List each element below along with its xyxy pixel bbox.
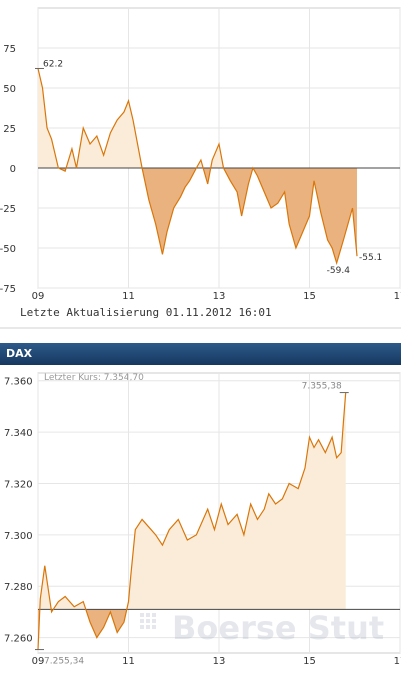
y-tick-label: 7.340 [4, 428, 33, 439]
series-line [37, 392, 347, 650]
y-tick-label: 50 [3, 84, 16, 95]
area-above-baseline [126, 392, 346, 610]
y-tick-label: 75 [3, 44, 16, 55]
x-tick-label: 17 [394, 291, 401, 302]
y-tick-label: 7.280 [4, 582, 33, 593]
area-below-baseline [203, 168, 211, 184]
change-chart-svg: 09 11 13 15 17 75 50 25 0 -25 -50 -75 62.2 -59.4 -55.… [0, 7, 401, 329]
x-tick-label: 09 [32, 291, 45, 302]
y-tick-label: -50 [0, 244, 16, 255]
y-tick-label: -25 [0, 204, 16, 215]
series-line [37, 68, 358, 266]
min-value-label: -59.4 [327, 266, 351, 276]
watermark: Boerse Stut [140, 609, 384, 647]
price-chart-svg: Letzter Kurs: 7.354,70 09 11 13 15 17 7.260 7.… [4, 372, 401, 667]
x-tick-label: 11 [122, 291, 135, 302]
y-tick-label: 7.300 [4, 531, 33, 542]
intraday-change-chart: 09 11 13 15 17 75 50 25 0 -25 -50 -75 62.2 -59.4 -55.… [0, 0, 401, 330]
y-tick-label: 25 [3, 124, 16, 135]
area-above-baseline [39, 565, 52, 610]
max-value-label: 7.355,38 [302, 382, 342, 392]
y-tick-label: 7.360 [4, 377, 33, 388]
watermark-text: Boerse Stut [172, 609, 384, 647]
last-value-label: -55.1 [359, 253, 382, 263]
y-tick-label: 7.260 [4, 634, 33, 645]
area-above-baseline [66, 100, 143, 168]
x-tick-label: 09 [32, 656, 45, 667]
y-tick-label: 7.320 [4, 479, 33, 490]
index-header: DAX [0, 343, 401, 365]
area-below-baseline [85, 609, 127, 638]
area-below-baseline [252, 168, 358, 264]
area-below-baseline [142, 168, 197, 255]
max-value-label: 62.2 [43, 59, 63, 69]
x-tick-label: 15 [303, 291, 316, 302]
min-value-label: 7.255,34 [44, 657, 84, 667]
y-tick-label: 0 [10, 164, 16, 175]
x-tick-label: 13 [213, 291, 226, 302]
area-below-baseline [223, 168, 253, 216]
dax-price-chart: Letzter Kurs: 7.354,70 09 11 13 15 17 7.260 7.… [0, 365, 401, 681]
x-tick-label: 17 [394, 656, 401, 667]
x-tick-label: 11 [122, 656, 135, 667]
y-tick-label: -75 [0, 284, 16, 295]
x-tick-label: 13 [213, 656, 226, 667]
last-update-label: Letzte Aktualisierung 01.11.2012 16:01 [20, 306, 272, 319]
x-tick-label: 15 [303, 656, 316, 667]
last-price-label: Letzter Kurs: 7.354,70 [44, 373, 144, 383]
area-above-baseline [210, 144, 224, 168]
